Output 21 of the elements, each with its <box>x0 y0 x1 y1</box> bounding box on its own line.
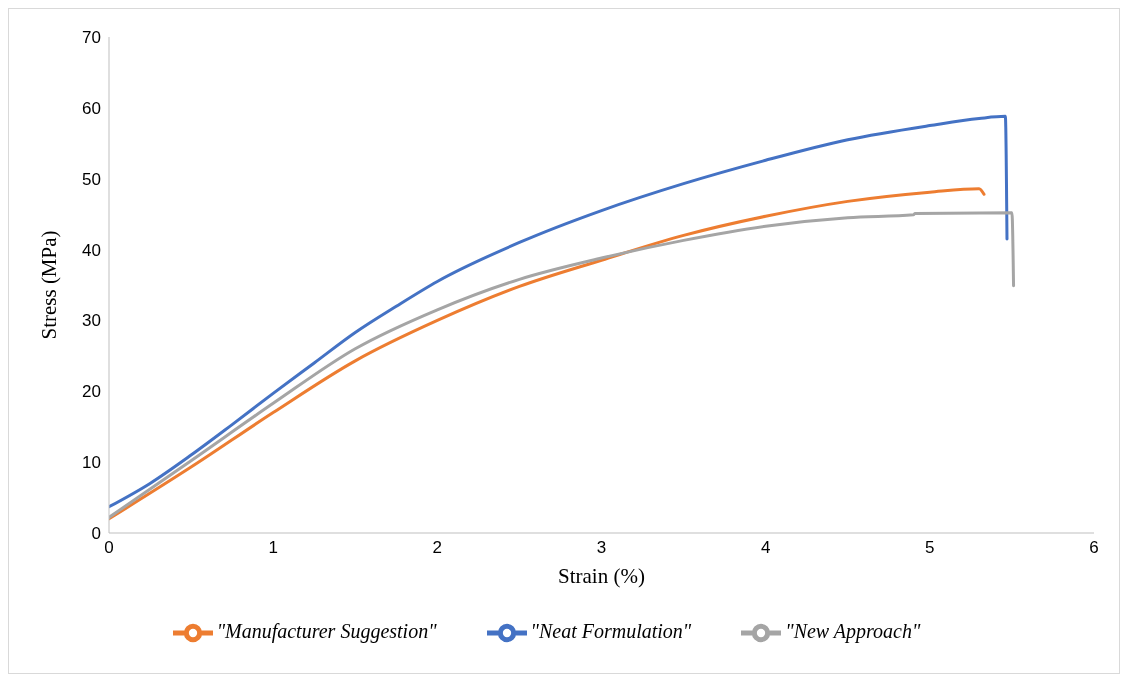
legend-label: "New Approach" <box>785 619 921 642</box>
y-tick-label: 40 <box>82 240 101 260</box>
y-tick-label: 70 <box>82 28 101 48</box>
line-series <box>109 114 1009 509</box>
x-tick-label: 1 <box>268 538 278 558</box>
y-tick-label: 50 <box>82 169 101 189</box>
y-axis-title: Stress (MPa) <box>37 230 62 340</box>
x-tick-label: 0 <box>104 538 114 558</box>
x-tick-label: 4 <box>760 538 771 558</box>
legend-label: "Neat Formulation" <box>530 619 692 642</box>
x-tick-label: 3 <box>596 538 607 558</box>
y-tick-label: 60 <box>82 98 101 118</box>
x-tick-label: 6 <box>1089 538 1099 558</box>
y-tick-label: 0 <box>91 524 101 544</box>
x-axis-title: Strain (%) <box>558 564 645 588</box>
legend-label: "Manufacturer Suggestion" <box>216 619 437 642</box>
y-tick-label: 30 <box>82 311 101 331</box>
y-tick-label: 20 <box>82 382 101 402</box>
x-tick-label: 2 <box>432 538 443 558</box>
x-tick-label: 5 <box>925 538 935 558</box>
y-tick-label: 10 <box>82 453 101 473</box>
